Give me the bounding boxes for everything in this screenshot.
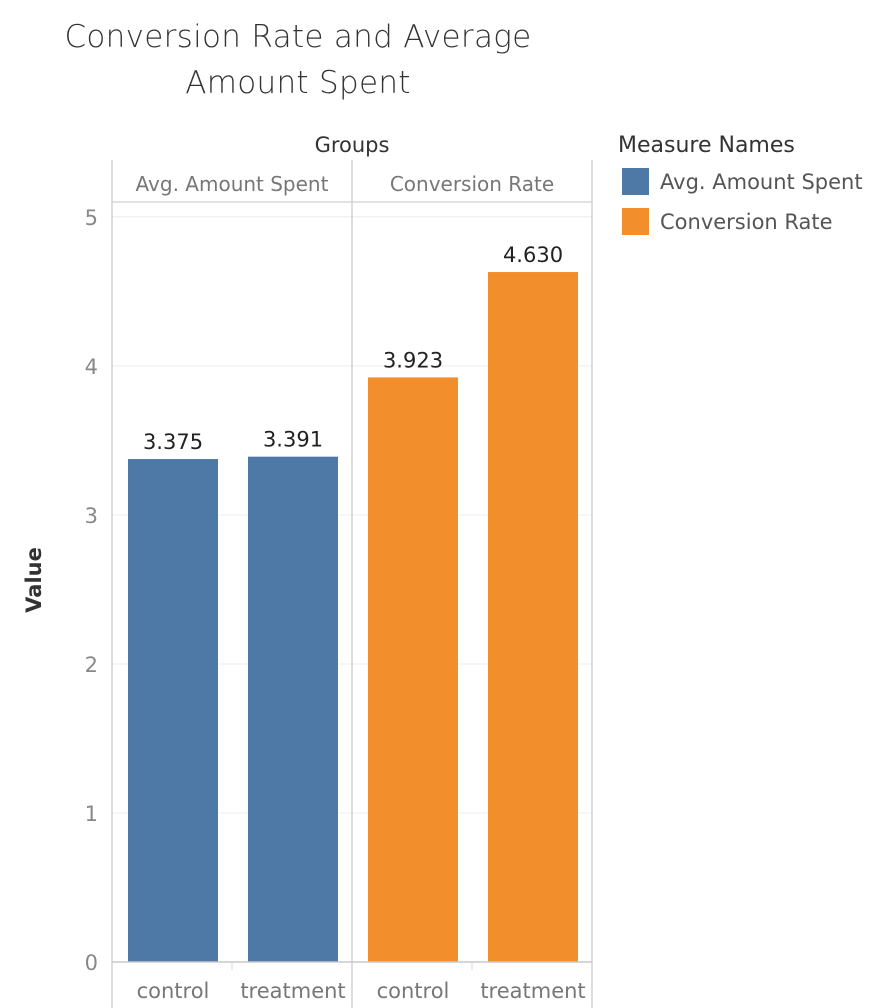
y-axis-title: Value — [22, 547, 46, 613]
legend-item-avg-amount-spent[interactable]: Avg. Amount Spent — [618, 162, 888, 202]
data-label: 3.375 — [143, 430, 203, 454]
legend: Measure Names Avg. Amount Spent Conversi… — [618, 130, 888, 242]
y-tick-label: 2 — [85, 653, 98, 677]
legend-title: Measure Names — [618, 133, 795, 158]
bar-treatment — [248, 456, 338, 962]
data-label: 3.923 — [383, 348, 443, 372]
legend-label-conversion-rate: Conversion Rate — [660, 210, 833, 234]
bar-control — [128, 459, 218, 962]
bar-treatment — [488, 272, 578, 963]
y-tick-label: 1 — [85, 802, 98, 826]
legend-label-avg-amount-spent: Avg. Amount Spent — [660, 170, 863, 194]
data-label: 4.630 — [503, 243, 563, 267]
y-tick-label: 3 — [85, 504, 98, 528]
chart-title: Conversion Rate and Average Amount Spent — [64, 19, 532, 101]
column-header-title: Groups — [315, 133, 390, 157]
y-tick-label: 0 — [85, 951, 98, 975]
x-tick-label: control — [377, 979, 450, 1003]
x-tick-label: treatment — [240, 979, 345, 1003]
legend-item-conversion-rate[interactable]: Conversion Rate — [618, 202, 888, 242]
bar-control — [368, 377, 458, 962]
data-label: 3.391 — [263, 428, 323, 452]
x-tick-label: treatment — [480, 979, 585, 1003]
pane-header-label: Avg. Amount Spent — [136, 172, 329, 196]
x-tick-label: control — [137, 979, 210, 1003]
legend-swatch-conversion-rate — [622, 208, 649, 235]
pane-header-label: Conversion Rate — [390, 172, 554, 196]
y-tick-label: 5 — [85, 206, 98, 230]
legend-swatch-avg-amount-spent — [622, 168, 649, 195]
y-tick-label: 4 — [85, 355, 98, 379]
